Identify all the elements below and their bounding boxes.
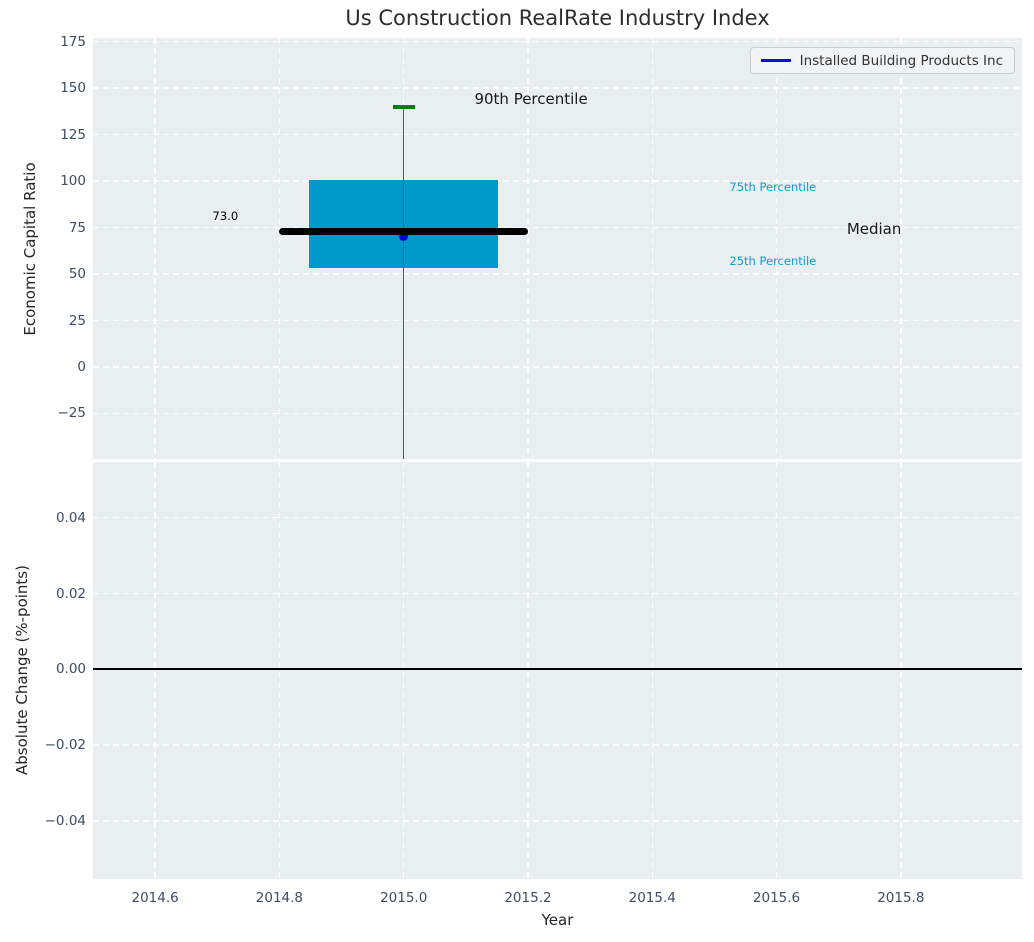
x-tick-label: 2014.8	[255, 890, 304, 906]
gridline-vertical	[278, 462, 281, 879]
zero-line	[93, 668, 1022, 671]
gridline-horizontal	[93, 820, 1022, 822]
gridline-vertical	[651, 38, 653, 459]
y-tick-label: −25	[57, 405, 87, 422]
annotation-label: 73.0	[212, 209, 239, 224]
gridline-vertical	[775, 38, 778, 459]
y-tick-label: 175	[60, 33, 86, 50]
y-axis-label-top: Economic Capital Ratio	[21, 162, 39, 336]
gridline-horizontal	[93, 366, 1022, 368]
gridline-horizontal	[93, 412, 1022, 415]
x-tick-label: 2015.0	[380, 890, 428, 906]
y-tick-label: 0.04	[55, 509, 86, 526]
y-tick-label: 125	[60, 126, 86, 143]
gridline-vertical	[900, 462, 902, 879]
legend-label: Installed Building Products Inc	[799, 52, 1003, 69]
annotation-label: 25th Percentile	[729, 254, 817, 269]
x-tick-label: 2014.6	[131, 890, 179, 906]
y-tick-label: 150	[60, 80, 86, 97]
gridline-horizontal	[93, 41, 1022, 43]
legend-line-swatch	[760, 59, 791, 62]
gridline-horizontal	[93, 517, 1022, 519]
y-tick-label: 0.02	[55, 585, 86, 602]
x-tick-label: 2015.2	[504, 890, 552, 906]
gridline-vertical	[403, 462, 405, 879]
x-tick-label: 2015.4	[628, 890, 676, 906]
gridline-vertical	[527, 38, 529, 459]
chart-title: Us Construction RealRate Industry Index	[345, 6, 770, 30]
gridline-horizontal	[93, 226, 1022, 229]
bottom-plot	[93, 462, 1022, 879]
y-tick-label: 0.00	[55, 661, 86, 678]
data-point-dot	[399, 232, 409, 242]
y-tick-label: 25	[68, 312, 86, 329]
gridline-vertical	[154, 462, 156, 879]
x-axis-label: Year	[541, 911, 574, 929]
percentile-90-tick	[392, 104, 415, 109]
x-tick-label: 2015.6	[752, 890, 801, 906]
legend: Installed Building Products Inc	[749, 47, 1015, 74]
whisker-line	[402, 106, 405, 459]
gridline-horizontal	[93, 744, 1022, 746]
top-plot: Installed Building Products Inc 73.0 90th…	[93, 38, 1022, 459]
annotation-label: Median	[846, 220, 902, 239]
gridline-vertical	[900, 38, 902, 459]
gridline-horizontal	[93, 273, 1022, 275]
y-tick-label: −0.02	[44, 737, 86, 754]
gridline-vertical	[651, 462, 653, 879]
median-line	[279, 227, 528, 235]
gridline-horizontal	[93, 87, 1022, 89]
x-tick-label: 2015.8	[877, 890, 925, 906]
annotation-label: 75th Percentile	[729, 179, 817, 194]
gridline-horizontal	[93, 319, 1022, 322]
y-tick-label: 0	[77, 358, 86, 375]
gridline-horizontal	[93, 592, 1022, 595]
gridline-horizontal	[93, 133, 1022, 136]
gridline-vertical	[775, 462, 778, 879]
gridline-horizontal	[93, 180, 1022, 182]
y-axis-label-bottom: Absolute Change (%-points)	[13, 565, 31, 775]
gridline-vertical	[278, 38, 281, 459]
gridline-vertical	[154, 38, 156, 459]
gridline-vertical	[527, 462, 529, 879]
y-tick-label: −0.04	[44, 812, 86, 829]
y-tick-label: 50	[68, 266, 86, 283]
y-tick-label: 100	[60, 173, 86, 190]
y-tick-label: 75	[68, 219, 86, 236]
annotation-label: 90th Percentile	[474, 89, 588, 108]
